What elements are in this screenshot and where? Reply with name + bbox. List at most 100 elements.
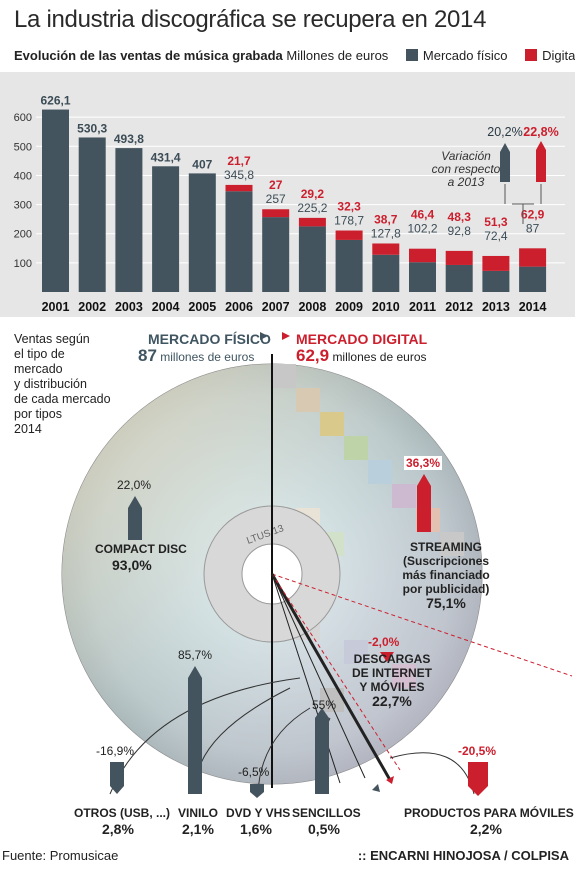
bar-physical-2004 <box>152 166 180 292</box>
bar-digital-2009 <box>335 230 363 240</box>
streaming-change: 36,3% <box>404 456 443 470</box>
y-tick-label: 300 <box>14 200 32 212</box>
physical-value-label: 178,7 <box>334 214 364 228</box>
bar-physical-2009 <box>335 239 363 292</box>
bar-digital-2006 <box>225 184 253 192</box>
side-note-line-6: por tipos <box>14 407 62 421</box>
side-note-line-4: y distribución <box>14 377 87 391</box>
digital-value-label: 32,3 <box>337 200 361 214</box>
downloads-name-1: DESCARGAS <box>353 652 431 666</box>
variation-annotation: Variación con respecto a 2013 20,2% 22,8… <box>432 125 559 224</box>
sencillos-share: 0,5% <box>308 821 340 837</box>
digital-value-label: 38,7 <box>374 212 398 226</box>
split-marker-red <box>386 776 394 784</box>
downloads-share: 22,7% <box>372 693 412 709</box>
vinilo-name: VINILO <box>178 806 219 820</box>
variation-digital-value: 22,8% <box>523 125 558 139</box>
legend-physical: Mercado físico <box>422 48 508 63</box>
downloads-name-2: DE INTERNET <box>352 666 433 680</box>
physical-value-label: 92,8 <box>448 224 472 238</box>
bar-digital-2012 <box>445 250 473 265</box>
streaming-name: STREAMING <box>410 540 482 554</box>
vinilo-change: 85,7% <box>178 648 213 662</box>
x-tick-label: 2003 <box>115 300 143 314</box>
x-tick-label: 2010 <box>372 300 400 314</box>
physical-total-unit: millones de euros <box>160 350 255 364</box>
streaming-detail-2: más financiado <box>402 568 490 582</box>
sales-bar-chart: 100 200 300 400 500 600 626,1 2001 530,3 2002 493… <box>0 72 575 317</box>
physical-pointer-icon <box>260 332 268 340</box>
digital-header: MERCADO DIGITAL <box>296 331 428 347</box>
physical-total: 87 millones de euros <box>138 346 254 366</box>
mobile-change: -20,5% <box>458 744 497 758</box>
variation-note-line-1: Variación <box>441 149 491 163</box>
split-marker-dark <box>372 784 380 792</box>
digital-split-line-2 <box>270 573 392 781</box>
x-tick-label: 2006 <box>225 300 253 314</box>
physical-split-line-1 <box>271 573 366 779</box>
leader-dvd <box>257 707 311 795</box>
physical-value-label: 72,4 <box>484 229 508 243</box>
streaming-change-arrow <box>417 474 431 532</box>
digital-total: 62,9 millones de euros <box>296 346 427 366</box>
x-tick-label: 2012 <box>445 300 473 314</box>
sencillos-change-arrow <box>315 708 329 794</box>
bar-physical-2013 <box>482 270 510 292</box>
side-note: Ventas según el tipo de mercado y distri… <box>14 332 111 437</box>
bar-digital-2013 <box>482 255 510 271</box>
downloads-name-3: Y MÓVILES <box>359 680 425 694</box>
unit-label: Millones de euros <box>286 48 389 63</box>
digital-pointer-icon <box>282 332 290 340</box>
market-breakdown: LTUS 13 Ventas según el tipo de mercado … <box>0 318 575 848</box>
digital-value-label: 51,3 <box>484 215 508 229</box>
digital-value-label: 27 <box>269 178 283 192</box>
physical-value-label: 431,4 <box>151 150 181 164</box>
physical-value-label: 530,3 <box>77 121 107 135</box>
otros-share: 2,8% <box>102 821 134 837</box>
otros-change-arrow <box>110 762 124 794</box>
streaming-detail-3: por publicidad) <box>402 582 490 596</box>
y-tick-label: 200 <box>14 229 32 241</box>
chart-subtitle: Evolución de las ventas de música grabad… <box>14 48 575 63</box>
bar-physical-2010 <box>372 254 400 292</box>
bar-digital-2011 <box>409 248 436 263</box>
streaming-label: STREAMING (Suscripciones más financiado … <box>386 540 506 610</box>
x-tick-label: 2005 <box>188 300 216 314</box>
sencillos-change: 55% <box>312 698 337 712</box>
x-tick-label: 2011 <box>409 300 436 314</box>
digital-value-label: 29,2 <box>301 187 325 201</box>
physical-value-label: 345,8 <box>224 168 254 182</box>
sencillos-name: SENCILLOS <box>292 806 361 820</box>
y-tick-label: 600 <box>14 112 32 124</box>
physical-total-value: 87 <box>138 346 157 365</box>
bar-physical-2001 <box>42 109 69 292</box>
digital-split-line-1 <box>271 573 573 677</box>
variation-note-line-2: con respecto <box>432 162 501 176</box>
mobile-change-arrow <box>468 762 488 796</box>
physical-value-label: 407 <box>192 157 212 171</box>
streaming-share: 75,1% <box>426 595 466 611</box>
bar-physical-2014 <box>519 266 547 292</box>
disc-graphic: LTUS 13 <box>61 332 573 798</box>
y-tick-label: 400 <box>14 170 32 182</box>
variation-digital-arrow <box>536 141 546 182</box>
bar-digital-2008 <box>298 217 326 227</box>
x-tick-label: 2002 <box>78 300 106 314</box>
side-note-line-1: Ventas según <box>14 332 90 346</box>
digital-value-label: 62,9 <box>521 207 545 221</box>
variation-physical-value: 20,2% <box>487 125 522 139</box>
side-note-line-3: mercado <box>14 362 63 376</box>
x-tick-label: 2008 <box>298 300 326 314</box>
otros-change: -16,9% <box>96 744 135 758</box>
cd-share: 93,0% <box>112 557 152 573</box>
cd-name: COMPACT DISC <box>95 542 187 556</box>
variation-physical-arrow <box>500 143 510 182</box>
downloads-label: DESCARGAS DE INTERNET Y MÓVILES 22,7% <box>352 652 432 708</box>
digital-total-value: 62,9 <box>296 346 330 365</box>
physical-value-label: 127,8 <box>371 226 401 240</box>
x-tick-label: 2004 <box>152 300 180 314</box>
credit-note: :: ENCARNI HINOJOSA / COLPISA <box>357 848 569 863</box>
x-tick-label: 2007 <box>262 300 290 314</box>
streaming-detail-1: (Suscripciones <box>402 554 490 568</box>
otros-name: OTROS (USB, ...) <box>74 806 170 820</box>
